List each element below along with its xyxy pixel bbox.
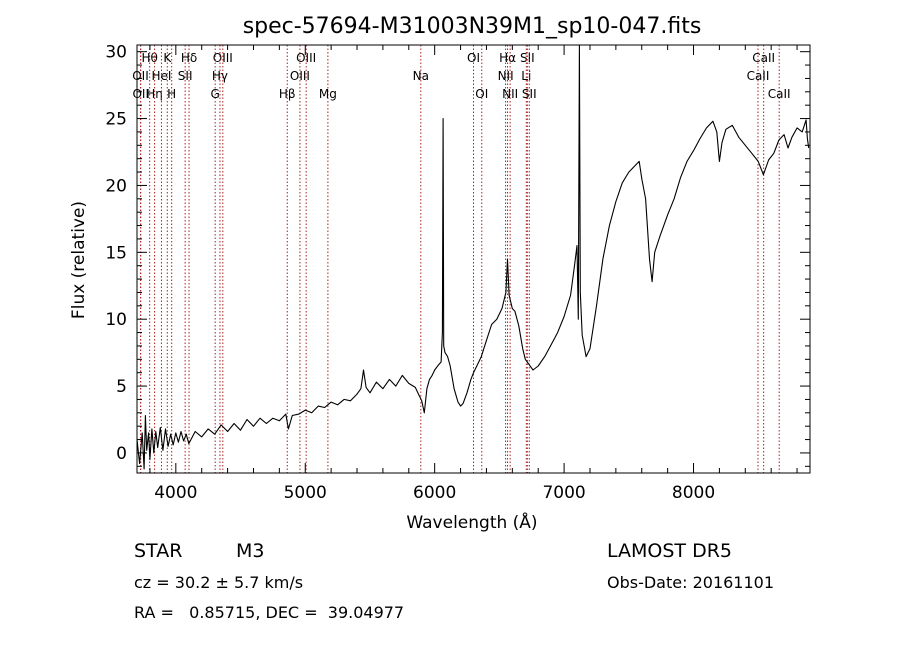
line-marker-label-16: Na bbox=[413, 69, 429, 83]
line-marker-label-10: Hγ bbox=[212, 69, 228, 83]
line-marker-label-25: CaII bbox=[752, 51, 775, 65]
x-tick-label-1: 5000 bbox=[284, 483, 327, 503]
line-marker-label-8: SII bbox=[178, 69, 193, 83]
line-marker-label-17: OI bbox=[467, 51, 480, 65]
line-marker-label-1: OII bbox=[132, 69, 149, 83]
line-marker-label-27: CaII bbox=[768, 87, 791, 101]
line-marker-label-6: H bbox=[167, 87, 176, 101]
line-marker-label-11: G bbox=[211, 87, 220, 101]
line-marker-label-24: SII bbox=[522, 87, 537, 101]
axis-ticks: 4000 5000 6000 7000 8000 0 5 10 15 20 25 30 bbox=[105, 43, 810, 503]
x-axis-label: Wavelength (Å) bbox=[406, 511, 537, 533]
line-marker-label-18: OI bbox=[475, 87, 488, 101]
line-marker-label-21: NII bbox=[502, 87, 518, 101]
line-marker-label-9: OIII bbox=[213, 51, 233, 65]
series-layer bbox=[136, 44, 810, 470]
line-marker-label-5: HeI bbox=[151, 69, 171, 83]
y-tick-label-5: 25 bbox=[105, 110, 127, 130]
line-marker-label-19: Hα bbox=[499, 51, 516, 65]
redshift-label: cz = 30.2 ± 5.7 km/s bbox=[134, 573, 304, 592]
line-marker-label-7: Hδ bbox=[181, 51, 197, 65]
plot-frame bbox=[136, 44, 811, 474]
y-tick-label-0: 0 bbox=[116, 444, 127, 464]
x-tick-label-4: 8000 bbox=[672, 483, 715, 503]
line-marker-label-12: Hβ bbox=[279, 87, 296, 101]
y-axis-label: Flux (relative) bbox=[69, 201, 89, 319]
line-marker-label-0: Hθ bbox=[141, 51, 157, 65]
x-tick-label-0: 4000 bbox=[154, 483, 197, 503]
y-tick-label-1: 5 bbox=[116, 377, 127, 397]
line-marker-label-22: SII bbox=[520, 51, 535, 65]
line-marker-label-4: K bbox=[163, 51, 172, 65]
coordinates-label: RA = 0.85715, DEC = 39.04977 bbox=[134, 603, 405, 622]
y-tick-label-2: 10 bbox=[105, 310, 127, 330]
x-tick-label-3: 7000 bbox=[542, 483, 585, 503]
line-marker-label-13: OIII bbox=[296, 51, 316, 65]
line-marker-label-15: Mg bbox=[319, 87, 337, 101]
x-tick-label-2: 6000 bbox=[413, 483, 456, 503]
line-marker-label-26: CaII bbox=[747, 69, 770, 83]
y-tick-label-6: 30 bbox=[105, 43, 127, 63]
class-label: STAR bbox=[134, 540, 183, 562]
survey-label: LAMOST DR5 bbox=[607, 540, 732, 562]
line-marker-label-20: NII bbox=[498, 69, 514, 83]
line-marker-label-14: OIII bbox=[290, 69, 310, 83]
line-marker-label-23: Li bbox=[521, 69, 531, 83]
chart-title: spec-57694-M31003N39M1_sp10-047.fits bbox=[243, 14, 702, 39]
obs-date-label: Obs-Date: 20161101 bbox=[607, 573, 775, 592]
line-marker-label-3: Hη bbox=[146, 87, 163, 101]
y-tick-label-4: 20 bbox=[105, 176, 127, 196]
y-tick-label-3: 15 bbox=[105, 243, 127, 263]
spectrum-line-0 bbox=[136, 44, 810, 470]
subclass-label: M3 bbox=[236, 540, 265, 562]
